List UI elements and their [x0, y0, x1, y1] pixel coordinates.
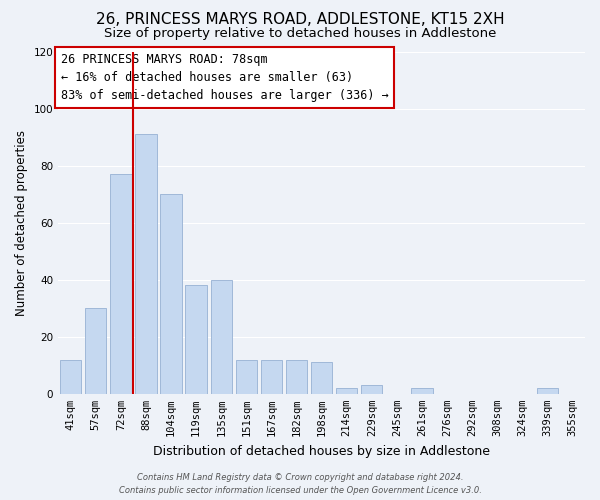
Bar	[211, 280, 232, 394]
Bar	[411, 388, 433, 394]
Text: Size of property relative to detached houses in Addlestone: Size of property relative to detached ho…	[104, 28, 496, 40]
Y-axis label: Number of detached properties: Number of detached properties	[15, 130, 28, 316]
Bar	[361, 385, 382, 394]
Bar	[236, 360, 257, 394]
Text: Contains HM Land Registry data © Crown copyright and database right 2024.
Contai: Contains HM Land Registry data © Crown c…	[119, 474, 481, 495]
Bar	[160, 194, 182, 394]
Bar	[136, 134, 157, 394]
X-axis label: Distribution of detached houses by size in Addlestone: Distribution of detached houses by size …	[153, 444, 490, 458]
Bar	[185, 286, 207, 394]
Bar	[261, 360, 282, 394]
Text: 26, PRINCESS MARYS ROAD, ADDLESTONE, KT15 2XH: 26, PRINCESS MARYS ROAD, ADDLESTONE, KT1…	[95, 12, 505, 28]
Bar	[286, 360, 307, 394]
Bar	[537, 388, 558, 394]
Bar	[311, 362, 332, 394]
Bar	[110, 174, 131, 394]
Text: 26 PRINCESS MARYS ROAD: 78sqm
← 16% of detached houses are smaller (63)
83% of s: 26 PRINCESS MARYS ROAD: 78sqm ← 16% of d…	[61, 53, 389, 102]
Bar	[336, 388, 358, 394]
Bar	[60, 360, 82, 394]
Bar	[85, 308, 106, 394]
